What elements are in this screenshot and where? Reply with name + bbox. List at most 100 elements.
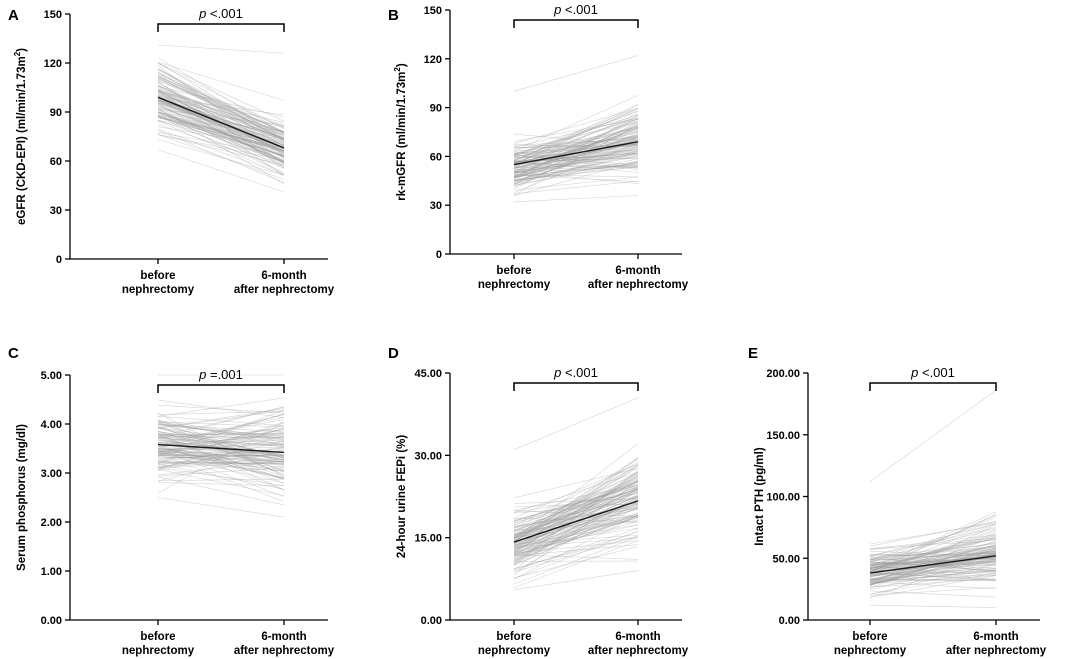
significance-bracket: [869, 382, 997, 391]
patient-line: [869, 528, 997, 561]
patient-line: [157, 81, 285, 157]
patient-line: [869, 571, 997, 580]
patient-line: [869, 390, 997, 482]
patient-line: [157, 421, 285, 446]
mean-line: [869, 555, 997, 574]
x-category-line: nephrectomy: [478, 645, 551, 657]
patient-line: [513, 492, 639, 549]
patient-line: [157, 75, 285, 141]
patient-line: [513, 180, 639, 195]
patient-line: [513, 471, 639, 537]
patient-line: [869, 557, 997, 568]
patient-line: [513, 128, 639, 170]
y-axis-label: Serum phosphorus (mg/dl): [16, 424, 28, 571]
patient-line: [157, 425, 285, 456]
patient-line: [869, 549, 997, 573]
patient-line: [513, 544, 639, 557]
patient-line: [513, 164, 639, 177]
patient-line: [157, 432, 285, 459]
patient-line: [513, 480, 639, 542]
patient-line: [869, 562, 997, 569]
patient-line: [157, 469, 285, 496]
patient-line: [157, 448, 285, 463]
patient-line: [513, 484, 639, 524]
patient-line: [869, 532, 997, 570]
patient-line: [513, 499, 639, 555]
patient-line: [157, 408, 285, 429]
patient-line: [869, 560, 997, 563]
panel-e: E 0.00 50.00 100.00 150.00 200.00 before nephre…: [748, 345, 1047, 657]
patient-line: [157, 95, 285, 152]
patient-line: [157, 44, 285, 54]
patient-line: [513, 162, 639, 182]
patient-line: [869, 561, 997, 571]
patient-line: [157, 68, 285, 142]
patient-line: [513, 154, 639, 174]
patient-line: [157, 108, 285, 157]
patient-line: [157, 447, 285, 473]
patient-line: [513, 121, 639, 151]
patient-line: [869, 551, 997, 599]
patient-line: [513, 151, 639, 169]
patient-line: [157, 451, 285, 456]
patient-line: [869, 535, 997, 584]
patient-line: [513, 501, 639, 573]
patient-line: [513, 147, 639, 174]
patient-line: [513, 136, 639, 164]
patient-line: [513, 150, 639, 168]
patient-line: [513, 514, 639, 535]
patient-line: [869, 561, 997, 564]
patient-line: [157, 95, 285, 133]
y-tick-label: 2.00: [41, 517, 62, 529]
x-category-label: before nephrectomy: [122, 631, 195, 657]
patient-line: [513, 121, 639, 168]
patient-line: [513, 136, 639, 152]
patient-line: [157, 437, 285, 446]
p-value: p <.001: [198, 6, 243, 21]
patient-line: [157, 397, 285, 417]
patient-line: [513, 497, 639, 529]
patient-line: [157, 452, 285, 463]
patient-line: [513, 464, 639, 542]
patient-line: [869, 537, 997, 550]
patient-line: [513, 161, 639, 178]
patient-line: [513, 495, 639, 539]
patient-line: [513, 136, 639, 178]
patient-line: [157, 422, 285, 464]
patient-line: [513, 517, 639, 556]
patient-line: [157, 84, 285, 149]
patient-line: [513, 507, 639, 566]
patient-line: [513, 107, 639, 144]
patient-line: [513, 518, 639, 522]
p-value-prefix: p: [198, 6, 206, 21]
patient-line: [157, 112, 285, 158]
y-tick-label: 90: [430, 103, 442, 115]
patient-line: [869, 534, 997, 550]
patient-line: [157, 96, 285, 141]
patient-line: [157, 100, 285, 163]
patient-line: [513, 507, 639, 528]
patient-line: [157, 134, 285, 180]
patient-line: [869, 558, 997, 582]
patient-line: [513, 105, 639, 166]
patient-line: [157, 424, 285, 439]
y-tick-label: 90: [50, 107, 62, 119]
patient-line: [157, 431, 285, 456]
patient-line: [157, 404, 285, 414]
patient-line: [869, 539, 997, 550]
individual-lines: [869, 390, 997, 608]
panel-letter: B: [388, 7, 399, 24]
panel-letter: D: [388, 345, 399, 362]
patient-line: [513, 490, 639, 538]
patient-line: [513, 540, 639, 554]
patient-line: [869, 566, 997, 581]
patient-line: [513, 535, 639, 569]
x-category-line: after nephrectomy: [234, 284, 335, 296]
patient-line: [157, 93, 285, 139]
x-category-label: 6-month after nephrectomy: [946, 631, 1047, 657]
patient-line: [157, 433, 285, 468]
patient-line: [513, 152, 639, 177]
patient-line: [513, 110, 639, 161]
patient-line: [869, 524, 997, 586]
patient-line: [513, 494, 639, 541]
